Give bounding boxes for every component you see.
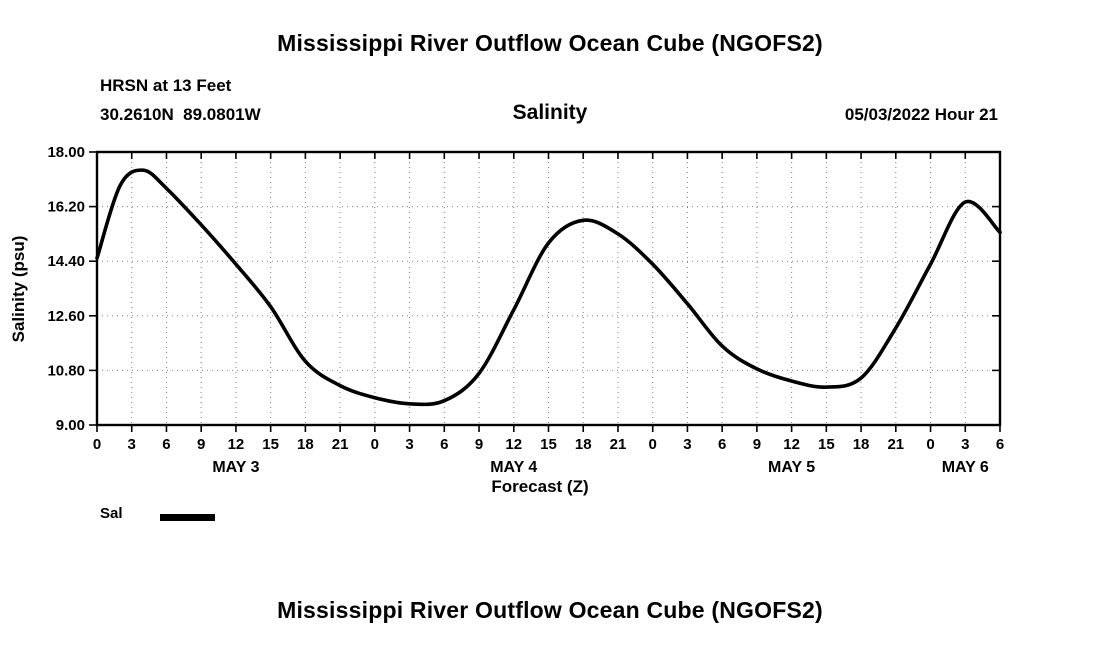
- x-tick-label: 0: [371, 436, 379, 453]
- legend-sal-label: Sal: [100, 505, 123, 522]
- legend-sal-line-swatch: [160, 514, 215, 521]
- x-tick-label: 15: [262, 436, 279, 453]
- x-tick-label: 0: [93, 436, 101, 453]
- x-tick-label: 3: [405, 436, 413, 453]
- x-tick-label: 18: [853, 436, 870, 453]
- x-tick-label: 9: [753, 436, 761, 453]
- x-tick-label: 15: [818, 436, 835, 453]
- x-tick-label: 21: [887, 436, 904, 453]
- chart-tick-marks: [89, 151, 1001, 432]
- x-tick-label: 6: [162, 436, 170, 453]
- x-tick-label: 3: [128, 436, 136, 453]
- x-tick-label: 6: [996, 436, 1004, 453]
- chart-title-bottom: Mississippi River Outflow Ocean Cube (NG…: [277, 597, 823, 623]
- y-tick-label: 9.00: [56, 417, 85, 434]
- x-tick-label: 12: [228, 436, 245, 453]
- x-tick-label: 21: [610, 436, 627, 453]
- y-axis-label: Salinity (psu): [9, 236, 28, 343]
- x-tick-label: 0: [649, 436, 657, 453]
- variable-title: Salinity: [512, 101, 588, 124]
- x-tick-label: 9: [197, 436, 205, 453]
- station-label: HRSN at 13 Feet: [100, 76, 232, 95]
- y-tick-label: 10.80: [47, 362, 85, 379]
- coordinates-label: 30.2610N 89.0801W: [100, 105, 261, 124]
- x-tick-label: 12: [505, 436, 522, 453]
- day-label: MAY 5: [768, 459, 815, 476]
- y-tick-label: 12.60: [47, 308, 85, 325]
- salinity-series-line: [95, 168, 1002, 407]
- x-tick-label: 12: [783, 436, 800, 453]
- x-tick-label: 18: [297, 436, 314, 453]
- x-tick-label: 3: [683, 436, 691, 453]
- x-tick-label: 15: [540, 436, 557, 453]
- x-tick-label: 6: [440, 436, 448, 453]
- chart-title-top: Mississippi River Outflow Ocean Cube (NG…: [277, 30, 823, 56]
- x-tick-label: 9: [475, 436, 483, 453]
- y-tick-label: 14.40: [47, 253, 85, 270]
- datetime-label: 05/03/2022 Hour 21: [844, 105, 998, 124]
- y-tick-label: 16.20: [47, 199, 85, 216]
- day-label: MAY 4: [490, 459, 537, 476]
- x-tick-label: 6: [718, 436, 726, 453]
- x-tick-label: 18: [575, 436, 592, 453]
- x-axis-label: Forecast (Z): [491, 477, 588, 496]
- day-label: MAY 3: [212, 459, 259, 476]
- chart-axis-tick-labels: 0 3 6 9 12 15 18 21 0 3 6 9 12 15 18 21 0 3 6 9 12 15 18 21 0 3 6 1…: [47, 144, 1004, 476]
- day-label: MAY 6: [942, 459, 989, 476]
- chart-gridlines: [96, 151, 1001, 426]
- y-tick-label: 18.00: [47, 144, 85, 161]
- x-tick-label: 0: [926, 436, 934, 453]
- x-tick-label: 3: [961, 436, 969, 453]
- x-tick-label: 21: [332, 436, 349, 453]
